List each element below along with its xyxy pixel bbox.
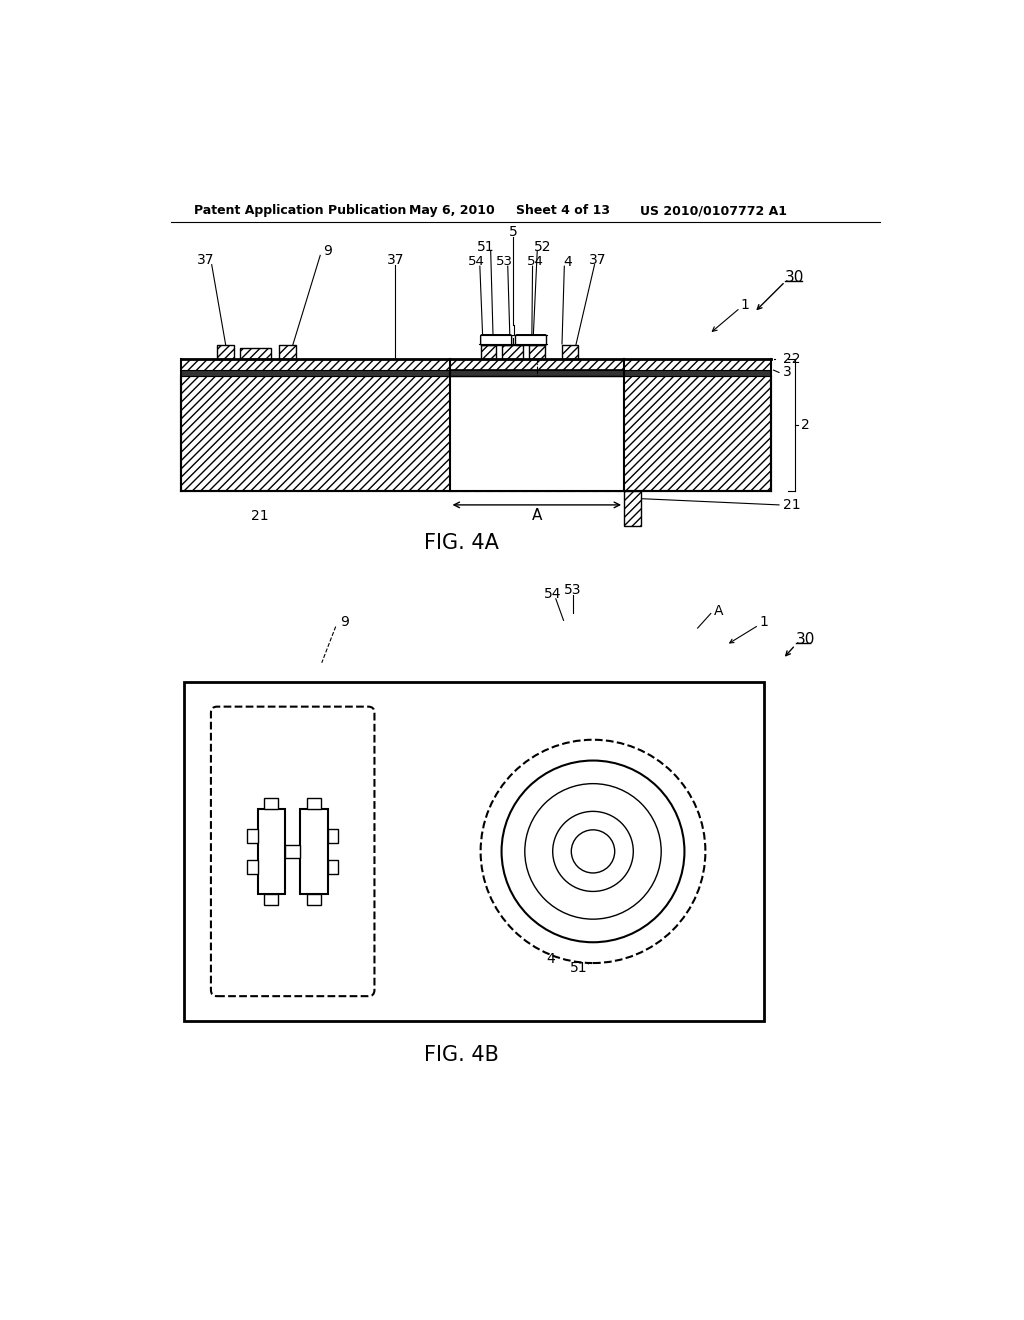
- Bar: [300, 809, 328, 894]
- Bar: [450, 376, 624, 491]
- Bar: [217, 345, 234, 359]
- Bar: [280, 345, 296, 359]
- Text: FIG. 4A: FIG. 4A: [424, 533, 499, 553]
- FancyBboxPatch shape: [515, 335, 547, 346]
- Text: 37: 37: [387, 253, 404, 267]
- Text: Sheet 4 of 13: Sheet 4 of 13: [515, 205, 609, 218]
- Bar: [180, 376, 771, 491]
- Text: A: A: [714, 605, 723, 618]
- Text: 37: 37: [589, 253, 606, 267]
- Bar: [217, 345, 234, 359]
- Text: 9: 9: [324, 244, 333, 257]
- Bar: [502, 345, 523, 359]
- Text: 21: 21: [783, 498, 801, 512]
- Text: 5: 5: [509, 224, 517, 239]
- Text: 37: 37: [197, 253, 214, 267]
- Text: 1: 1: [740, 298, 750, 312]
- Text: 52: 52: [534, 240, 551, 253]
- Text: 4: 4: [563, 255, 571, 268]
- Text: 22: 22: [783, 351, 801, 366]
- Bar: [264, 799, 279, 809]
- Text: 51: 51: [477, 240, 495, 253]
- Bar: [502, 345, 523, 359]
- Bar: [480, 345, 496, 359]
- Bar: [241, 348, 271, 359]
- Text: 30: 30: [796, 632, 815, 647]
- Text: 6: 6: [532, 429, 541, 442]
- Text: 2: 2: [801, 418, 809, 432]
- Circle shape: [524, 784, 662, 919]
- Text: Patent Application Publication: Patent Application Publication: [194, 205, 407, 218]
- Bar: [180, 376, 771, 491]
- Text: 30: 30: [785, 271, 805, 285]
- Circle shape: [480, 739, 706, 964]
- Text: 9: 9: [341, 615, 349, 628]
- Bar: [624, 491, 641, 525]
- Bar: [183, 682, 764, 1020]
- Bar: [247, 829, 258, 843]
- Circle shape: [553, 812, 633, 891]
- Bar: [624, 491, 641, 525]
- Text: 3: 3: [783, 366, 792, 379]
- Text: A: A: [531, 508, 542, 523]
- Circle shape: [502, 760, 684, 942]
- Text: 4: 4: [547, 952, 556, 966]
- FancyBboxPatch shape: [211, 706, 375, 997]
- Bar: [328, 859, 338, 874]
- Text: 53: 53: [564, 582, 582, 597]
- Text: 54: 54: [526, 255, 544, 268]
- Bar: [307, 799, 321, 809]
- Text: US 2010/0107772 A1: US 2010/0107772 A1: [640, 205, 786, 218]
- Text: 53: 53: [497, 255, 513, 268]
- Bar: [328, 829, 338, 843]
- Text: May 6, 2010: May 6, 2010: [410, 205, 495, 218]
- Bar: [529, 345, 545, 359]
- Bar: [241, 348, 271, 359]
- Bar: [480, 345, 496, 359]
- Bar: [264, 894, 279, 904]
- Text: FIG. 4B: FIG. 4B: [424, 1045, 499, 1065]
- Bar: [258, 809, 285, 894]
- Bar: [562, 345, 578, 359]
- Bar: [180, 359, 771, 370]
- Text: 21: 21: [251, 510, 268, 524]
- Bar: [180, 359, 771, 370]
- Text: 51: 51: [570, 961, 588, 975]
- Bar: [180, 370, 771, 376]
- Bar: [562, 345, 578, 359]
- Bar: [529, 345, 545, 359]
- Bar: [247, 859, 258, 874]
- Text: 54: 54: [544, 587, 561, 601]
- FancyBboxPatch shape: [480, 335, 512, 346]
- Text: 54: 54: [468, 255, 484, 268]
- Circle shape: [571, 830, 614, 873]
- Text: 1: 1: [760, 615, 768, 628]
- Bar: [307, 894, 321, 904]
- Bar: [280, 345, 296, 359]
- Bar: [285, 845, 300, 858]
